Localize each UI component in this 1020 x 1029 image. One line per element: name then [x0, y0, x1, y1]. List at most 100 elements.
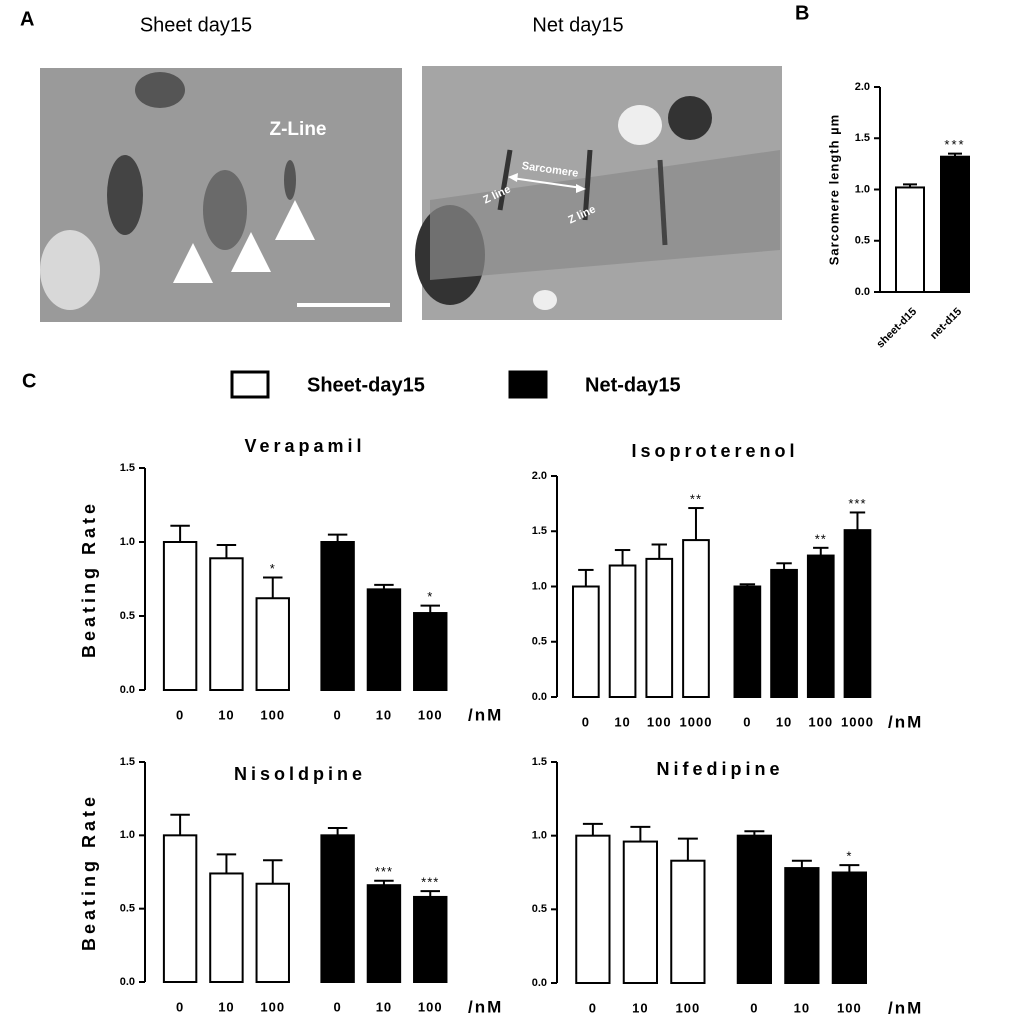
- bar: [320, 541, 355, 691]
- bar: [770, 568, 798, 698]
- x-tick-label: 0: [176, 999, 184, 1014]
- x-tick-label: 0: [176, 707, 184, 722]
- significance: ***: [421, 875, 439, 890]
- image-title: Sheet day15: [140, 14, 252, 36]
- micrograph-sheet: Z-Line: [40, 68, 402, 322]
- x-tick-label: net-d15: [928, 306, 964, 342]
- x-unit: /nM: [888, 998, 923, 1017]
- bar: [366, 588, 402, 691]
- legend: Sheet-day15 Net-day15: [230, 370, 681, 399]
- x-tick-label: 100: [418, 707, 443, 722]
- y-tick-label: 1.5: [532, 525, 547, 537]
- legend-label: Sheet-day15: [307, 374, 425, 396]
- y-tick-label: 1.0: [532, 580, 547, 592]
- significance: *: [270, 561, 276, 576]
- bar: [320, 834, 355, 983]
- x-tick-label: 100: [260, 999, 285, 1014]
- x-tick-label: 10: [218, 707, 234, 722]
- x-tick-label: 1000: [680, 714, 713, 729]
- y-tick-label: 1.0: [532, 830, 547, 842]
- x-tick-label: 10: [794, 1000, 810, 1015]
- y-tick-label: 0.5: [120, 903, 135, 915]
- y-tick-label: 0.0: [532, 691, 547, 703]
- bar: [255, 882, 290, 984]
- bar: [575, 834, 611, 985]
- bar: [622, 840, 658, 984]
- x-tick-label: 100: [418, 999, 443, 1014]
- y-tick-label: 2.0: [532, 470, 547, 482]
- legend-swatch: [230, 370, 270, 399]
- image-title: Net day15: [532, 14, 623, 36]
- y-tick-label: 1.0: [855, 183, 870, 195]
- bar: [670, 859, 706, 984]
- bar: [209, 872, 244, 984]
- panel-letter: A: [20, 8, 34, 30]
- bar: [366, 884, 402, 984]
- bar: [209, 557, 244, 692]
- x-tick-label: sheet-d15: [874, 306, 919, 351]
- x-tick-label: 10: [218, 999, 234, 1014]
- x-tick-label: 0: [743, 714, 751, 729]
- panel-letter: C: [22, 370, 36, 392]
- bar: [645, 557, 674, 698]
- bar: [413, 612, 448, 691]
- x-tick-label: 100: [837, 1000, 862, 1015]
- significance: *: [427, 589, 433, 604]
- chart-title: Nifedipine: [656, 759, 783, 779]
- y-tick-label: 2.0: [855, 81, 870, 93]
- chart-title: Nisoldpine: [234, 764, 366, 784]
- significance: ***: [944, 137, 965, 152]
- x-tick-label: 10: [632, 1000, 648, 1015]
- y-tick-label: 1.0: [120, 536, 135, 548]
- x-tick-label: 0: [333, 707, 341, 722]
- y-tick-label: 1.5: [532, 756, 547, 768]
- bar: [784, 867, 820, 985]
- x-tick-label: 100: [647, 714, 672, 729]
- bar: [162, 834, 198, 983]
- y-tick-label: 0.5: [120, 610, 135, 622]
- y-tick-label: 0.0: [532, 977, 547, 989]
- x-tick-label: 10: [376, 707, 392, 722]
- bar: [413, 895, 448, 984]
- x-tick-label: 1000: [841, 714, 874, 729]
- y-tick-label: 0.5: [532, 636, 547, 648]
- bar: [831, 871, 867, 984]
- x-tick-label: 10: [776, 714, 792, 729]
- y-tick-label: 0.0: [855, 286, 870, 298]
- x-unit: /nM: [888, 712, 923, 731]
- legend-label: Net-day15: [585, 374, 681, 396]
- significance: **: [815, 531, 827, 546]
- micrograph-net: Sarcomere Z line Z line: [415, 66, 782, 320]
- significance: ***: [848, 496, 866, 511]
- annotation: Z-Line: [270, 119, 327, 140]
- bar: [843, 529, 872, 699]
- y-tick-label: 0.0: [120, 684, 135, 696]
- x-unit: /nM: [468, 705, 503, 724]
- bar: [608, 564, 637, 698]
- bar: [940, 155, 970, 293]
- bar: [895, 186, 925, 293]
- x-tick-label: 100: [260, 707, 285, 722]
- y-axis-label: Sarcomere length µm: [826, 114, 841, 265]
- legend-swatch: [508, 370, 548, 399]
- bar: [736, 834, 772, 985]
- x-tick-label: 0: [333, 999, 341, 1014]
- x-tick-label: 0: [589, 1000, 597, 1015]
- panel-letter: B: [795, 2, 809, 24]
- x-tick-label: 10: [376, 999, 392, 1014]
- y-tick-label: 1.5: [120, 756, 135, 768]
- bar: [806, 554, 835, 698]
- bar: [572, 585, 600, 698]
- significance: ***: [375, 864, 393, 879]
- y-tick-label: 1.5: [855, 132, 870, 144]
- x-tick-label: 100: [808, 714, 833, 729]
- y-tick-label: 0.0: [120, 976, 135, 988]
- y-tick-label: 1.5: [120, 462, 135, 474]
- bar: [682, 539, 710, 699]
- chart-title: Verapamil: [244, 436, 365, 456]
- y-tick-label: 1.0: [120, 829, 135, 841]
- bar: [162, 541, 198, 691]
- chart-title: Isoproterenol: [631, 441, 798, 461]
- x-tick-label: 100: [676, 1000, 701, 1015]
